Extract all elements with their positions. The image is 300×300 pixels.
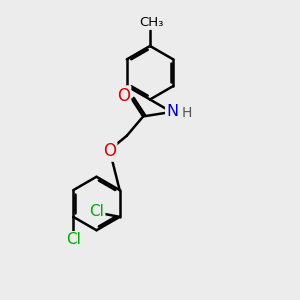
Text: O: O xyxy=(103,142,116,160)
Text: O: O xyxy=(117,87,130,105)
Text: N: N xyxy=(166,104,178,119)
Text: Cl: Cl xyxy=(66,232,81,247)
Text: Cl: Cl xyxy=(89,204,104,219)
Text: H: H xyxy=(182,106,192,120)
Text: CH₃: CH₃ xyxy=(139,16,164,29)
